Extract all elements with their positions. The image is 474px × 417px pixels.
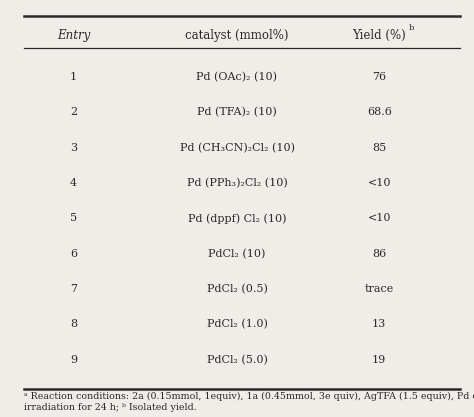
Text: PdCl₂ (5.0): PdCl₂ (5.0) xyxy=(207,354,267,365)
Text: catalyst (mmol%): catalyst (mmol%) xyxy=(185,29,289,42)
Text: Entry: Entry xyxy=(57,29,90,42)
Text: Pd (OAc)₂ (10): Pd (OAc)₂ (10) xyxy=(197,72,277,82)
Text: 19: 19 xyxy=(372,355,386,365)
Text: Pd (TFA)₂ (10): Pd (TFA)₂ (10) xyxy=(197,107,277,118)
Text: <10: <10 xyxy=(367,178,391,188)
Text: 1: 1 xyxy=(70,72,77,82)
Text: Pd (PPh₃)₂Cl₂ (10): Pd (PPh₃)₂Cl₂ (10) xyxy=(187,178,287,188)
Text: 68.6: 68.6 xyxy=(367,107,392,117)
Text: 9: 9 xyxy=(70,355,77,365)
Text: Pd (dppf) Cl₂ (10): Pd (dppf) Cl₂ (10) xyxy=(188,213,286,224)
Text: 85: 85 xyxy=(372,143,386,153)
Text: PdCl₂ (10): PdCl₂ (10) xyxy=(208,249,266,259)
Text: trace: trace xyxy=(365,284,394,294)
Text: irradiation for 24 h; ᵇ Isolated yield.: irradiation for 24 h; ᵇ Isolated yield. xyxy=(24,403,196,412)
Text: 13: 13 xyxy=(372,319,386,329)
Text: 86: 86 xyxy=(372,249,386,259)
Text: 2: 2 xyxy=(70,107,77,117)
Text: <10: <10 xyxy=(367,214,391,223)
Text: 3: 3 xyxy=(70,143,77,153)
Text: ᵃ Reaction conditions: 2a (0.15mmol, 1equiv), 1a (0.45mmol, 3e quiv), AgTFA (1.5: ᵃ Reaction conditions: 2a (0.15mmol, 1eq… xyxy=(24,392,474,401)
Text: 8: 8 xyxy=(70,319,77,329)
Text: 4: 4 xyxy=(70,178,77,188)
Text: b: b xyxy=(409,24,414,32)
Text: 7: 7 xyxy=(70,284,77,294)
Text: PdCl₂ (0.5): PdCl₂ (0.5) xyxy=(207,284,267,294)
Text: 5: 5 xyxy=(70,214,77,223)
Text: PdCl₂ (1.0): PdCl₂ (1.0) xyxy=(207,319,267,329)
Text: 76: 76 xyxy=(372,72,386,82)
Text: Yield (%): Yield (%) xyxy=(352,29,406,42)
Text: 6: 6 xyxy=(70,249,77,259)
Text: Pd (CH₃CN)₂Cl₂ (10): Pd (CH₃CN)₂Cl₂ (10) xyxy=(180,143,294,153)
